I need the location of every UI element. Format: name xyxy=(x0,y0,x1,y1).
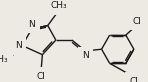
Text: N: N xyxy=(28,20,35,29)
Text: N: N xyxy=(15,41,21,50)
Text: CH₃: CH₃ xyxy=(0,55,8,64)
Text: N: N xyxy=(82,51,89,61)
Text: Cl: Cl xyxy=(37,72,45,81)
Text: Cl: Cl xyxy=(130,77,138,82)
Text: Cl: Cl xyxy=(132,16,141,26)
Text: CH₃: CH₃ xyxy=(50,1,67,10)
